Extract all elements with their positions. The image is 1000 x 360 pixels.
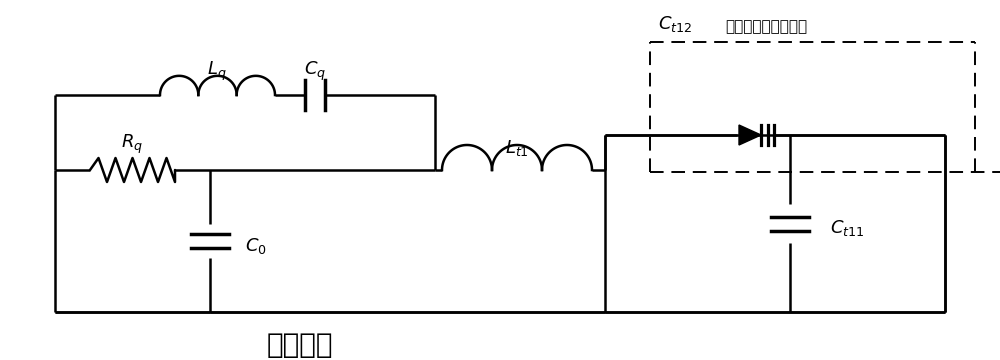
Text: $C_0$: $C_0$ (245, 236, 267, 256)
Polygon shape (739, 125, 761, 145)
Text: 振荡回路: 振荡回路 (267, 331, 333, 359)
Text: $C_{t11}$: $C_{t11}$ (830, 219, 864, 238)
Text: $C_{t12}$: $C_{t12}$ (658, 14, 692, 34)
Text: （容性压力传感器）: （容性压力传感器） (725, 19, 807, 34)
Text: $C_q$: $C_q$ (304, 60, 326, 83)
Text: $L_q$: $L_q$ (207, 60, 227, 83)
Text: $R_q$: $R_q$ (121, 133, 143, 156)
Text: $L_{t1}$: $L_{t1}$ (505, 138, 529, 158)
